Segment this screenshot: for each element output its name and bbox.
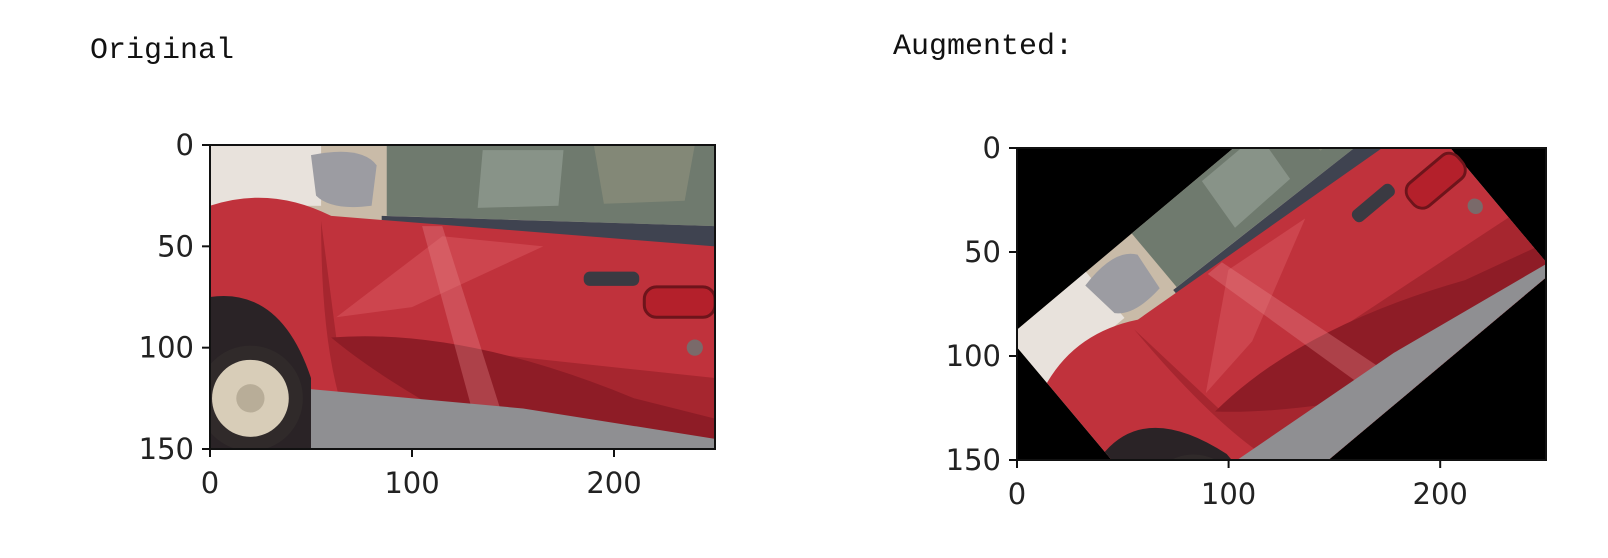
augmented-y-tick-label: 100 — [946, 339, 1001, 373]
original-image — [210, 145, 715, 449]
augmented-y-tick-label: 150 — [946, 443, 1001, 477]
original-y-tick-label: 0 — [176, 128, 194, 162]
original-y-tick-label: 150 — [139, 432, 194, 466]
original-x-tick-label: 200 — [586, 466, 641, 500]
original-x-tick-label: 100 — [384, 466, 439, 500]
original-x-tick-label: 0 — [201, 466, 219, 500]
augmented-x-tick-label: 0 — [1008, 477, 1026, 511]
augmented-x-tick-label: 200 — [1413, 477, 1468, 511]
original-caption: Original — [90, 34, 235, 68]
augmented-x-tick-label: 100 — [1201, 477, 1256, 511]
augmented-image-axes: 0 100 200 0 50 100 150 — [946, 131, 1547, 511]
augmented-y-tick-label: 0 — [983, 131, 1001, 165]
original-y-tick-label: 50 — [157, 229, 194, 263]
original-image-axes: 0 100 200 0 50 100 150 — [139, 128, 716, 500]
augmented-axes-frame — [1016, 147, 1547, 461]
augmented-image — [1017, 148, 1546, 460]
original-axes-frame — [209, 144, 716, 450]
augmented-caption: Augmented: — [893, 30, 1074, 64]
augmented-y-tick-label: 50 — [964, 235, 1001, 269]
original-y-tick-label: 100 — [139, 331, 194, 365]
augmented-ticks: 0 100 200 0 50 100 150 — [946, 131, 1468, 511]
original-ticks: 0 100 200 0 50 100 150 — [139, 128, 642, 500]
